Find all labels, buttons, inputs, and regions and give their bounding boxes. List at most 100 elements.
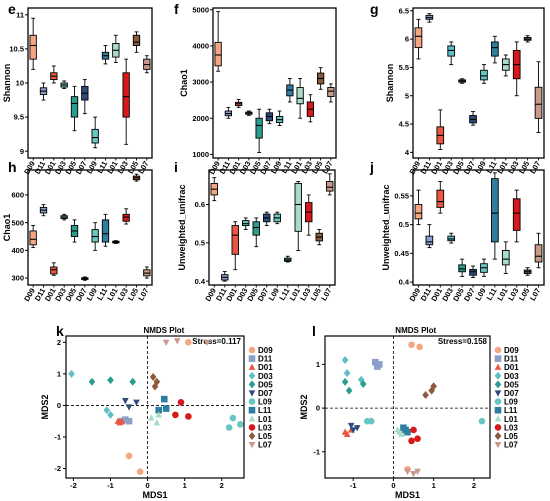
box-body (480, 69, 488, 81)
legend-marker (494, 441, 502, 449)
y-tick-label: 0.5 (195, 238, 205, 247)
point-L09 (225, 424, 233, 431)
legend-label: D05 (504, 380, 519, 389)
legend-marker (494, 398, 502, 405)
y-tick-label: 6 (405, 35, 409, 44)
point-L05 (428, 386, 435, 395)
y-axis-title: Chao1 (179, 69, 189, 97)
point-D07 (347, 422, 355, 430)
box-body (122, 72, 130, 118)
legend-label: D11 (258, 355, 273, 364)
points-L11 (400, 424, 411, 436)
legend-label: L09 (258, 398, 272, 407)
y-tick-label: 11 (16, 10, 24, 19)
y-axis-title: Chao1 (2, 214, 12, 242)
point-L05 (430, 382, 437, 391)
box-D01 (234, 98, 243, 108)
x-tick-label: 1 (183, 481, 187, 490)
point-D03 (341, 356, 349, 364)
panel-letter: j (369, 159, 374, 175)
y-tick-label: 4.5 (399, 120, 409, 129)
point-D07 (349, 427, 357, 434)
box-D05 (70, 85, 79, 132)
legend-label: L05 (258, 432, 272, 441)
point-D09 (125, 452, 133, 460)
point-L09 (478, 417, 486, 425)
box-body (469, 269, 477, 276)
box-D03 (60, 80, 68, 89)
point-D03 (107, 410, 114, 419)
box-body (70, 96, 79, 118)
y-tick-label: 1 (57, 369, 61, 378)
box-D05 (458, 258, 466, 277)
legend-label: D01 (258, 363, 273, 372)
box-D07 (265, 108, 274, 125)
nmds-title: NMDS Plot (395, 326, 436, 335)
plot-frame (27, 7, 153, 159)
legend-label: D07 (504, 389, 519, 398)
point-L05 (153, 377, 161, 386)
point-D01 (118, 417, 125, 424)
box-L09 (91, 116, 99, 149)
box-body (501, 250, 510, 266)
y-tick-label: 600 (11, 191, 24, 200)
box-L07 (327, 83, 335, 103)
box-D01 (436, 109, 445, 150)
panel-g: g44.555.566.5ShannonD09D11D01D03D05D07L0… (370, 1, 545, 176)
point-L07 (404, 468, 411, 476)
legend-item-L11: L11 (494, 406, 518, 415)
plot-frame (208, 169, 336, 286)
point-L07 (203, 339, 211, 346)
box-D03 (242, 217, 250, 230)
box-L07 (143, 266, 151, 279)
y-tick-label: 10.5 (9, 45, 24, 54)
box-body (327, 87, 335, 98)
box-body (91, 229, 99, 243)
legend-marker (248, 380, 256, 389)
legend-item-D05: D05 (494, 380, 519, 389)
box-L07 (143, 55, 151, 74)
box-body (414, 27, 423, 49)
y-tick-label: -1 (313, 447, 320, 456)
point-D05 (88, 377, 96, 386)
y-axis-title: Shannon (2, 64, 12, 103)
points-D05 (341, 377, 367, 395)
legend-marker (494, 415, 502, 422)
y-axis-title: Unweighted_unifrac (381, 184, 391, 270)
points-D11 (372, 358, 383, 370)
points-D09 (125, 339, 192, 475)
legend-marker (248, 415, 256, 422)
point-D09 (185, 339, 192, 346)
box-body (214, 41, 222, 67)
y-tick-label: 10 (16, 79, 24, 88)
box-L11 (101, 213, 110, 247)
box-D11 (224, 106, 233, 119)
box-L03 (305, 194, 313, 236)
point-D11 (122, 416, 129, 423)
stress-label: Stress=0.117 (192, 337, 241, 346)
box-D09 (414, 18, 423, 60)
legend-marker (248, 355, 256, 362)
box-L01 (112, 240, 120, 244)
point-D09 (416, 343, 423, 351)
box-body (512, 198, 521, 231)
panel-e: e99.51010.511ShannonD09D11D01D03D05D07L0… (2, 1, 153, 176)
point-L07 (414, 468, 421, 476)
legend-item-L11: L11 (248, 406, 272, 415)
box-L05 (523, 267, 532, 276)
y-tick-label: 0.4 (195, 277, 206, 286)
box-body (447, 235, 456, 242)
legend-marker (248, 346, 256, 354)
x-tick-label: L07 (136, 287, 150, 303)
y-tick-label: 400 (11, 246, 24, 255)
plot-frame (27, 169, 153, 286)
point-L09 (236, 421, 244, 428)
y-tick-label: 300 (11, 274, 24, 283)
legend-marker (248, 432, 256, 440)
box-L11 (286, 78, 294, 103)
box-D03 (60, 213, 68, 221)
plot-frame (65, 335, 245, 479)
y-tick-label: 5.5 (399, 63, 409, 72)
point-L03 (185, 413, 192, 420)
point-D11 (372, 358, 379, 366)
